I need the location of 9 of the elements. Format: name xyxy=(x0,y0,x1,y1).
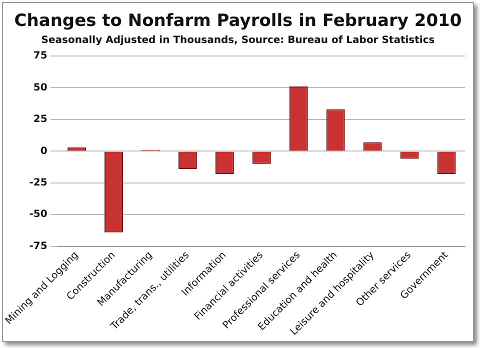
y-tick-label: 50 xyxy=(33,82,48,94)
y-tick-label: 75 xyxy=(33,50,48,62)
y-tick-label: -50 xyxy=(29,209,48,220)
y-tick-label: -75 xyxy=(29,240,48,252)
y-tick-label: -25 xyxy=(29,178,48,189)
y-tick-label: 0 xyxy=(40,146,48,157)
chart-title: Changes to Nonfarm Payrolls in February 2010 xyxy=(13,11,463,31)
y-tick-label: 25 xyxy=(33,114,48,126)
chart-subtitle: Seasonally Adjusted in Thousands, Source: Bureau of Labor Statistics xyxy=(40,35,436,46)
